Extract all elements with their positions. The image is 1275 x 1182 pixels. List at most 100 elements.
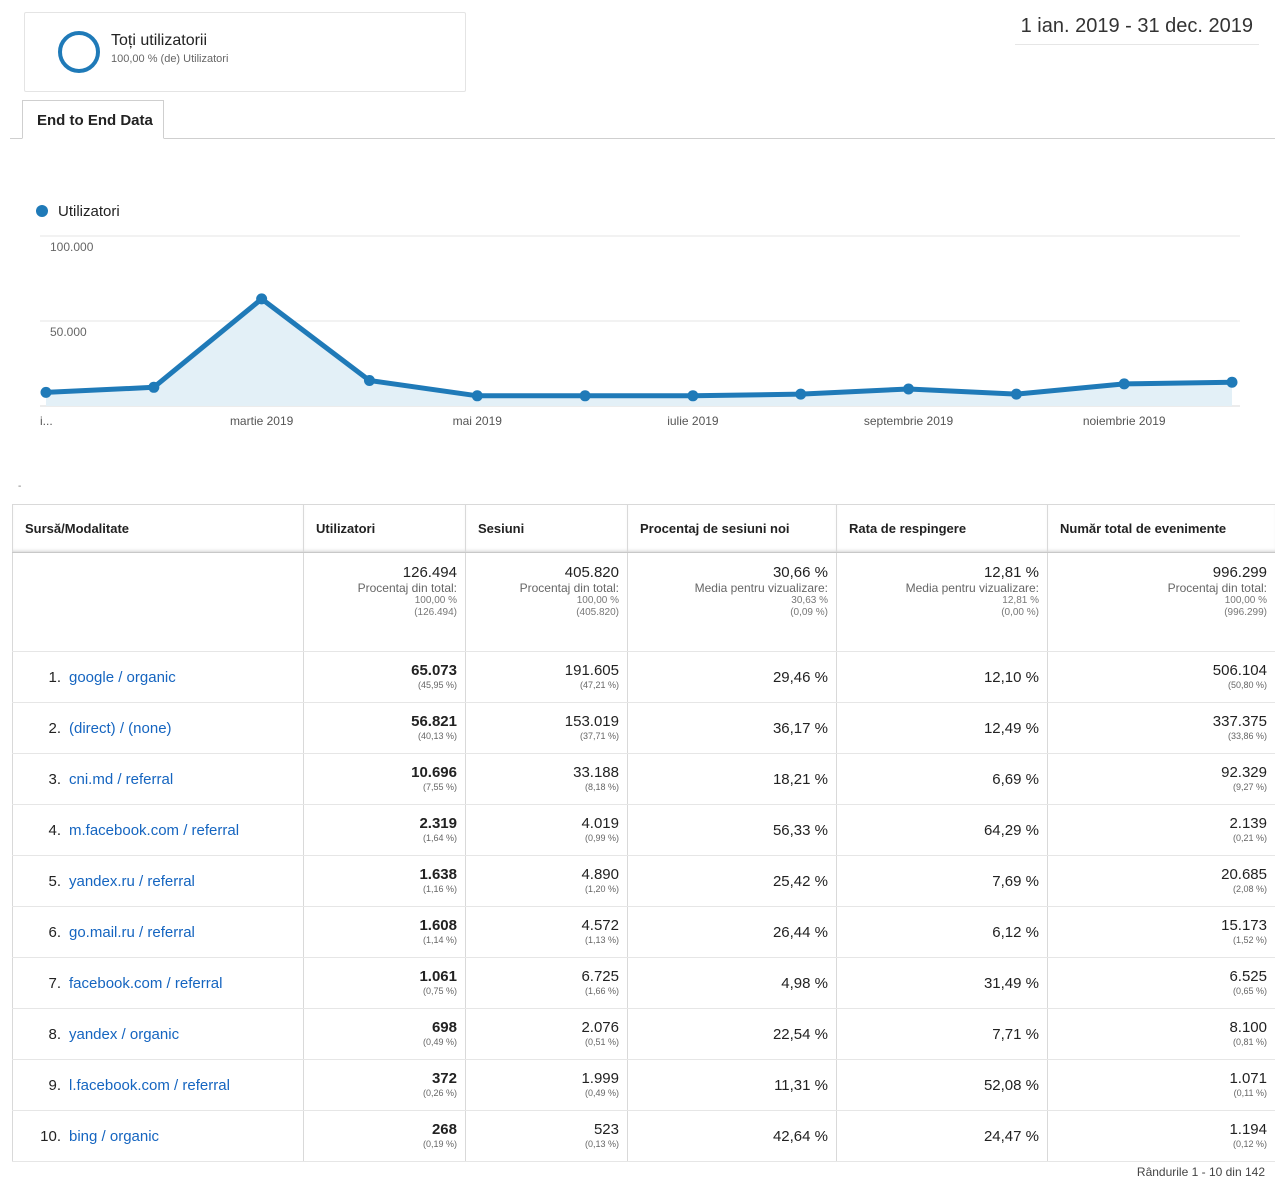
source-link[interactable]: google / organic — [69, 668, 176, 686]
users-cell: 698 (0,49 %) — [303, 1008, 466, 1060]
new-sessions-value: 4,98 % — [781, 974, 828, 992]
total-absolute: (126.494) — [414, 607, 457, 618]
sessions-percent: (1,20 %) — [584, 884, 619, 894]
sessions-value: 4.890 — [581, 866, 619, 883]
bounce-value: 64,29 % — [983, 821, 1039, 839]
bounce-cell: 12,49 % — [836, 702, 1048, 754]
bounce-cell: 64,29 % — [836, 804, 1048, 856]
column-header-bounce-rate[interactable]: Rata de respingere — [836, 504, 1048, 553]
column-header-sessions[interactable]: Sesiuni — [465, 504, 628, 553]
data-point — [1226, 376, 1238, 388]
bounce-value: 6,69 % — [992, 770, 1039, 788]
users-cell: 1.608 (1,14 %) — [303, 906, 466, 958]
table-row: 1. google / organic 65.073 (45,95 %) 191.605… — [12, 651, 1275, 703]
sessions-percent: (0,51 %) — [584, 1037, 619, 1047]
source-link[interactable]: (direct) / (none) — [69, 719, 172, 737]
bounce-cell: 7,71 % — [836, 1008, 1048, 1060]
events-value: 92.329 — [1221, 764, 1267, 781]
users-cell: 268 (0,19 %) — [303, 1110, 466, 1162]
new-sessions-cell: 25,42 % — [627, 855, 837, 907]
source-link[interactable]: yandex / organic — [69, 1025, 180, 1043]
table-row: 5. yandex.ru / referral 1.638 (1,16 %) 4.890… — [12, 855, 1275, 907]
data-point — [579, 390, 591, 402]
events-value: 337.375 — [1212, 713, 1267, 730]
new-sessions-cell: 29,46 % — [627, 651, 837, 703]
new-sessions-value: 36,17 % — [772, 719, 828, 737]
column-header-source[interactable]: Sursă/Modalitate — [12, 504, 304, 553]
column-header-total-events[interactable]: Număr total de evenimente — [1047, 504, 1275, 553]
bounce-cell: 7,69 % — [836, 855, 1048, 907]
sessions-percent: (0,13 %) — [584, 1139, 619, 1149]
users-value: 1.638 — [419, 866, 457, 883]
users-cell: 2.319 (1,64 %) — [303, 804, 466, 856]
new-sessions-cell: 18,21 % — [627, 753, 837, 805]
table-header-row: Sursă/Modalitate Utilizatori Sesiuni Pro… — [12, 504, 1275, 553]
source-cell: 1. google / organic — [12, 651, 304, 703]
source-cell: 6. go.mail.ru / referral — [12, 906, 304, 958]
source-cell: 3. cni.md / referral — [12, 753, 304, 805]
report-table: Sursă/Modalitate Utilizatori Sesiuni Pro… — [12, 504, 1275, 1162]
sessions-value: 153.019 — [564, 713, 619, 730]
source-link[interactable]: m.facebook.com / referral — [69, 821, 240, 839]
users-value: 268 — [431, 1121, 457, 1138]
segment-card[interactable]: Toți utilizatorii 100,00 % (de) Utilizat… — [24, 12, 466, 92]
sessions-cell: 191.605 (47,21 %) — [465, 651, 628, 703]
data-point — [256, 293, 268, 305]
source-link[interactable]: l.facebook.com / referral — [69, 1076, 230, 1094]
source-link[interactable]: bing / organic — [69, 1127, 160, 1145]
users-percent: (45,95 %) — [417, 680, 457, 690]
x-tick-label: i... — [40, 414, 53, 428]
bounce-value: 52,08 % — [983, 1076, 1039, 1094]
users-percent: (1,14 %) — [422, 935, 457, 945]
new-sessions-value: 18,21 % — [772, 770, 828, 788]
date-range-picker[interactable]: 1 ian. 2019 - 31 dec. 2019 — [1014, 15, 1259, 45]
data-point — [363, 375, 375, 386]
segment-subtitle: 100,00 % (de) Utilizatori — [111, 53, 229, 65]
events-cell: 506.104 (50,80 %) — [1047, 651, 1275, 703]
sessions-percent: (0,99 %) — [584, 833, 619, 843]
bounce-cell: 6,69 % — [836, 753, 1048, 805]
row-index: 7. — [48, 974, 61, 992]
bounce-cell: 12,10 % — [836, 651, 1048, 703]
source-link[interactable]: cni.md / referral — [69, 770, 174, 788]
events-cell: 92.329 (9,27 %) — [1047, 753, 1275, 805]
events-value: 1.071 — [1229, 1070, 1267, 1087]
total-absolute: (996.299) — [1224, 607, 1267, 618]
totals-row: 126.494 Procentaj din total: 100,00 % (1… — [12, 552, 1275, 652]
sessions-percent: (37,71 %) — [579, 731, 619, 741]
users-cell: 1.061 (0,75 %) — [303, 957, 466, 1009]
bounce-value: 31,49 % — [983, 974, 1039, 992]
source-link[interactable]: yandex.ru / referral — [69, 872, 195, 890]
sessions-value: 191.605 — [564, 662, 619, 679]
tab-end-to-end-data[interactable]: End to End Data — [22, 100, 164, 139]
legend-label: Utilizatori — [58, 203, 120, 220]
events-percent: (33,86 %) — [1227, 731, 1267, 741]
total-caption: Procentaj din total: — [357, 581, 457, 595]
x-tick-label: iulie 2019 — [667, 414, 719, 428]
bounce-value: 24,47 % — [983, 1127, 1039, 1145]
source-cell: 2. (direct) / (none) — [12, 702, 304, 754]
events-value: 506.104 — [1212, 662, 1267, 679]
new-sessions-cell: 22,54 % — [627, 1008, 837, 1060]
sessions-cell: 4.890 (1,20 %) — [465, 855, 628, 907]
events-percent: (2,08 %) — [1232, 884, 1267, 894]
source-cell: 4. m.facebook.com / referral — [12, 804, 304, 856]
source-cell: 8. yandex / organic — [12, 1008, 304, 1060]
sessions-cell: 4.572 (1,13 %) — [465, 906, 628, 958]
data-point — [148, 381, 160, 393]
row-index: 8. — [48, 1025, 61, 1043]
row-index: 6. — [48, 923, 61, 941]
row-index: 2. — [48, 719, 61, 737]
bounce-value: 12,49 % — [983, 719, 1039, 737]
column-header-new-sessions[interactable]: Procentaj de sesiuni noi — [627, 504, 837, 553]
users-percent: (40,13 %) — [417, 731, 457, 741]
users-cell: 65.073 (45,95 %) — [303, 651, 466, 703]
column-header-users[interactable]: Utilizatori — [303, 504, 466, 553]
data-point — [1118, 378, 1130, 390]
table-row: 9. l.facebook.com / referral 372 (0,26 %) 1.… — [12, 1059, 1275, 1111]
users-percent: (0,75 %) — [422, 986, 457, 996]
users-line-chart: 100.000 50.000 i... martie 2019 mai 2019 iuli… — [40, 235, 1240, 428]
source-link[interactable]: facebook.com / referral — [69, 974, 223, 992]
users-cell: 1.638 (1,16 %) — [303, 855, 466, 907]
source-link[interactable]: go.mail.ru / referral — [69, 923, 195, 941]
